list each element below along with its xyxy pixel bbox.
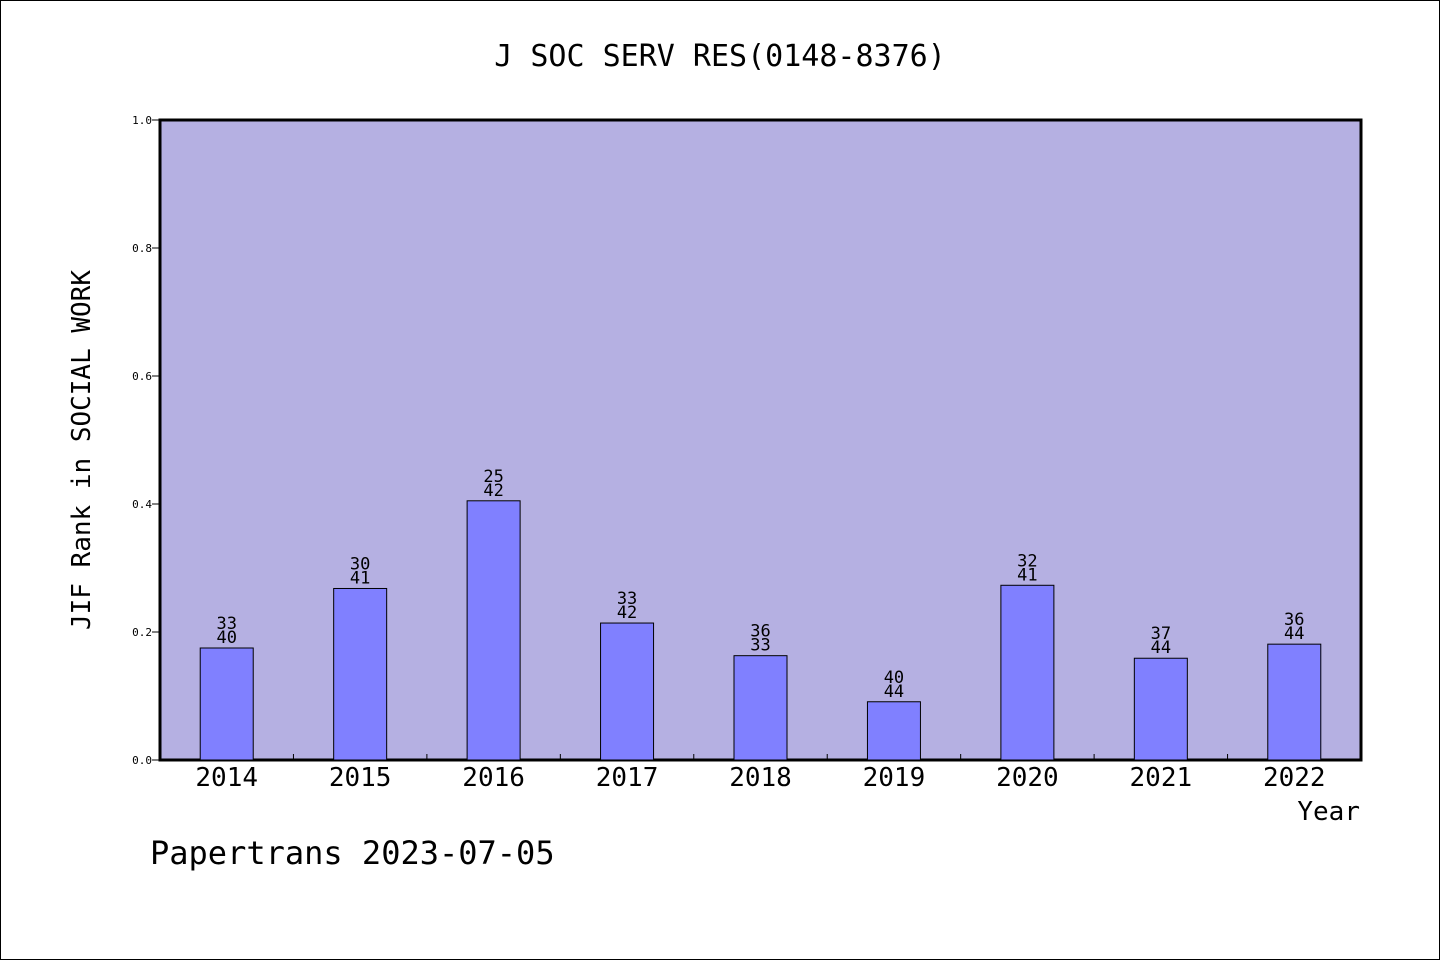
bar-label-top: 40 bbox=[884, 668, 904, 688]
bar-label-bottom: 44 bbox=[884, 682, 904, 702]
bar-label-top: 37 bbox=[1151, 624, 1171, 644]
y-tick-label: 1.0 bbox=[132, 114, 152, 127]
x-tick-label: 2021 bbox=[1130, 763, 1193, 793]
bar bbox=[600, 622, 655, 761]
bar-label-bottom: 41 bbox=[1017, 565, 1037, 585]
bar-label-bottom: 42 bbox=[617, 603, 637, 623]
x-axis: 2014 2015 2016 2017 2018 2019 2020 2021 2022 bbox=[195, 754, 1326, 793]
bar-label-top: 36 bbox=[750, 622, 770, 642]
bar-label-top: 30 bbox=[350, 554, 370, 574]
x-tick-label: 2019 bbox=[863, 763, 926, 793]
bar bbox=[1267, 643, 1322, 761]
x-axis-label: Year bbox=[1297, 797, 1360, 827]
bar-label-top: 32 bbox=[1017, 551, 1037, 571]
x-tick-label: 2015 bbox=[329, 763, 392, 793]
x-tick-label: 2014 bbox=[195, 763, 258, 793]
bar-label-bottom: 44 bbox=[1284, 624, 1304, 644]
bar-label-bottom: 42 bbox=[483, 481, 503, 501]
y-tick-label: 0.2 bbox=[132, 626, 152, 639]
bar-label-bottom: 44 bbox=[1151, 638, 1171, 658]
bar bbox=[199, 647, 254, 761]
y-tick-label: 0.6 bbox=[132, 370, 152, 383]
y-tick-label: 0.4 bbox=[132, 498, 152, 511]
bar bbox=[733, 655, 788, 761]
y-tick-label: 0.0 bbox=[132, 754, 152, 767]
x-tick-label: 2022 bbox=[1263, 763, 1326, 793]
bar-label-bottom: 33 bbox=[750, 636, 770, 656]
bar bbox=[1000, 584, 1055, 761]
bar-label-bottom: 40 bbox=[216, 628, 236, 648]
y-tick-label: 0.8 bbox=[132, 242, 152, 255]
bar bbox=[466, 500, 521, 761]
bar bbox=[333, 587, 388, 761]
bar bbox=[866, 701, 921, 761]
x-tick-label: 2016 bbox=[462, 763, 525, 793]
bar-label-top: 33 bbox=[216, 614, 236, 634]
y-axis-label: JIF Rank in SOCIAL WORK bbox=[67, 270, 97, 630]
bar bbox=[1133, 657, 1188, 761]
bar-label-top: 33 bbox=[617, 589, 637, 609]
bar-label-top: 36 bbox=[1284, 610, 1304, 630]
footer-credit: Papertrans 2023-07-05 bbox=[150, 834, 555, 872]
y-axis: 0.0 0.2 0.4 0.6 0.8 1.0 bbox=[132, 114, 160, 767]
bar-label-top: 25 bbox=[483, 467, 503, 487]
chart-title: J SOC SERV RES(0148-8376) bbox=[494, 39, 946, 74]
bar-label-bottom: 41 bbox=[350, 568, 370, 588]
x-tick-label: 2017 bbox=[596, 763, 659, 793]
x-tick-label: 2020 bbox=[996, 763, 1059, 793]
x-tick-label: 2018 bbox=[729, 763, 792, 793]
